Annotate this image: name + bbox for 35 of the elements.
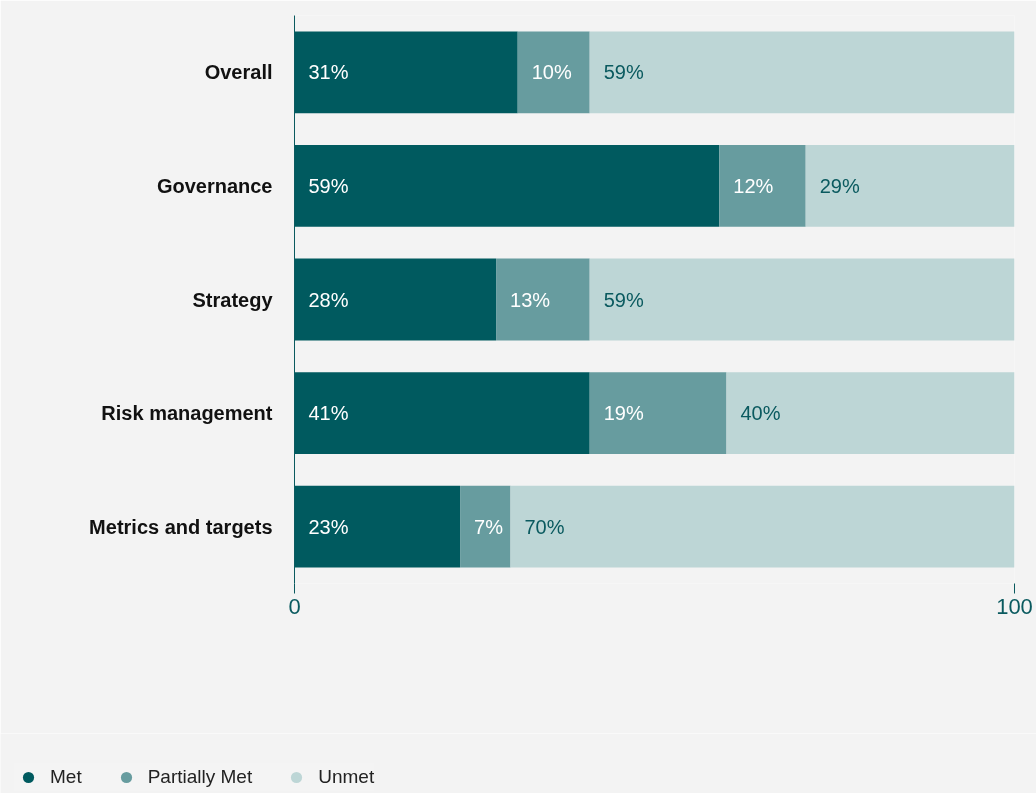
- bar: [589, 258, 1015, 341]
- data-label: 59%: [308, 174, 349, 197]
- bar: [589, 31, 1015, 114]
- bar: [517, 31, 590, 114]
- data-label: 31%: [308, 61, 349, 84]
- data-label: 10%: [531, 61, 572, 84]
- bar: [719, 145, 806, 227]
- bar: [510, 485, 1015, 568]
- bar: [496, 258, 590, 341]
- y-tick-label: Strategy: [192, 288, 274, 311]
- data-label: 23%: [308, 515, 349, 538]
- legend-label: Partially Met: [147, 766, 253, 788]
- bar: [805, 145, 1015, 227]
- data-label: 29%: [819, 174, 860, 197]
- data-label: 59%: [603, 61, 644, 84]
- y-tick-label: Metrics and targets: [89, 515, 273, 538]
- x-tick-label: 0: [288, 593, 301, 619]
- data-label: 70%: [524, 515, 565, 538]
- data-label: 40%: [740, 402, 781, 425]
- data-label: 7%: [474, 515, 504, 538]
- data-label: 59%: [603, 288, 644, 311]
- bar: [726, 372, 1015, 454]
- data-label: 41%: [308, 402, 349, 425]
- y-tick-label: Governance: [156, 174, 273, 197]
- data-label: 28%: [308, 288, 349, 311]
- legend-label: Met: [50, 766, 82, 788]
- legend-label: Unmet: [318, 766, 375, 788]
- y-tick-label: Risk management: [101, 402, 273, 425]
- data-label: 19%: [603, 402, 644, 425]
- data-label: 12%: [733, 174, 774, 197]
- y-tick-label: Overall: [204, 61, 273, 84]
- bar: [589, 372, 727, 454]
- data-label: 13%: [510, 288, 551, 311]
- bar: [460, 485, 511, 568]
- x-tick-label: 100: [996, 593, 1033, 619]
